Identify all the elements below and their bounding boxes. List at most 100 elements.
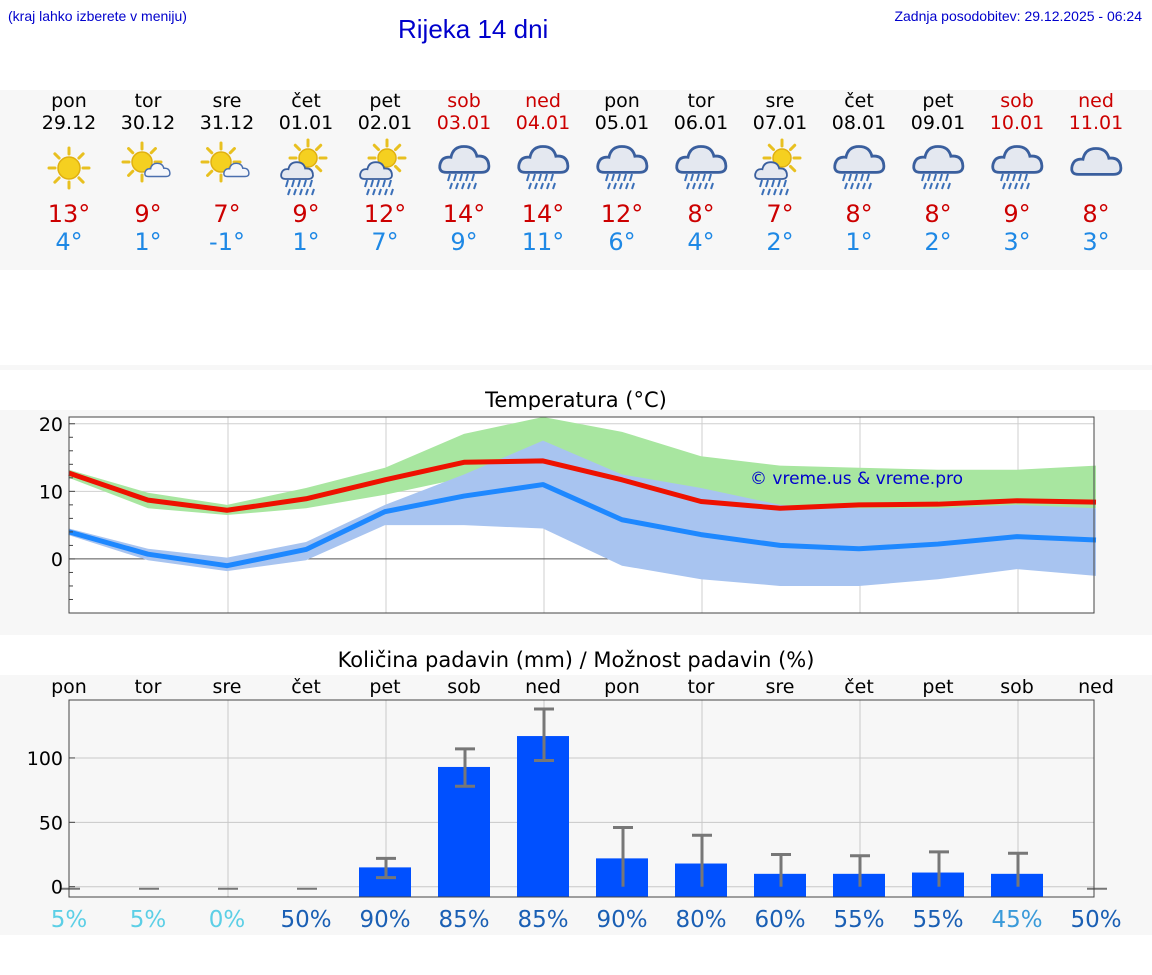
day-label: čet — [291, 676, 321, 698]
day-name: tor — [687, 90, 715, 112]
forecast-day: ned 04.01 14° 11° — [503, 90, 583, 256]
day-name: pon — [604, 90, 640, 112]
min-temp: -1° — [209, 228, 245, 256]
rain-icon — [513, 138, 573, 198]
max-temp: 8° — [1082, 200, 1110, 228]
day-label: pet — [922, 676, 953, 698]
max-temp: 12° — [363, 200, 407, 228]
y-tick-label: 0 — [51, 877, 63, 899]
max-temp: 9° — [134, 200, 162, 228]
y-tick-label: 50 — [39, 812, 63, 834]
forecast-day: čet 08.01 8° 1° — [819, 90, 899, 256]
max-temp: 12° — [600, 200, 644, 228]
max-temp: 14° — [442, 200, 486, 228]
plot-frame — [68, 416, 1095, 614]
forecast-day: tor 30.12 9° 1° — [108, 90, 188, 256]
min-temp: 1° — [292, 228, 320, 256]
day-date: 06.01 — [673, 112, 729, 134]
day-label: sre — [766, 676, 795, 698]
location-menu-hint[interactable]: (kraj lahko izberete v meniju) — [8, 8, 187, 24]
chance-label: 5% — [130, 907, 167, 933]
forecast-day: sre 07.01 7° 2° — [740, 90, 820, 256]
temperature-chart-title: Temperatura (°C) — [485, 388, 667, 412]
min-temp: 4° — [55, 228, 83, 256]
forecast-day: sre 31.12 7° -1° — [187, 90, 267, 256]
max-temp: 8° — [687, 200, 715, 228]
chance-label: 0% — [209, 907, 246, 933]
page-title: Rijeka 14 dni — [398, 14, 549, 44]
max-temp-line — [68, 458, 1097, 513]
day-label: tor — [688, 676, 715, 698]
max-temp: 7° — [213, 200, 241, 228]
day-label: ned — [1078, 676, 1114, 698]
temperature-chart: 0 10 20 © vreme.us & vreme.pro — [39, 414, 1097, 614]
forecast-day: pon 29.12 13° 4° — [29, 90, 109, 256]
forecast-row: pon 29.12 13° 4° tor 30.12 9° 1° sre 31.12 7° -1° če… — [0, 90, 1152, 270]
day-name: pet — [369, 90, 401, 112]
precipitation-chart-title: Količina padavin (mm) / Možnost padavin … — [337, 648, 815, 672]
forecast-day: ned 11.01 8° 3° — [1056, 90, 1136, 256]
plot-frame — [68, 699, 1095, 898]
precip-bar — [438, 766, 490, 897]
day-label: sob — [1000, 676, 1034, 698]
day-date: 04.01 — [515, 112, 571, 134]
day-date: 09.01 — [910, 112, 966, 134]
day-date: 01.01 — [278, 112, 334, 134]
precip-bar — [517, 736, 569, 897]
day-date: 31.12 — [199, 112, 255, 134]
rain-icon — [829, 138, 889, 198]
min-temp: 2° — [924, 228, 952, 256]
rain-icon — [434, 138, 494, 198]
day-date: 30.12 — [120, 112, 176, 134]
min-temp: 7° — [371, 228, 399, 256]
day-date: 05.01 — [594, 112, 650, 134]
day-name: čet — [291, 90, 321, 112]
forecast-day: pet 02.01 12° 7° — [345, 90, 425, 256]
max-temp: 7° — [766, 200, 794, 228]
y-tick-label: 20 — [39, 414, 63, 436]
day-label: pon — [51, 676, 87, 698]
day-name: sob — [447, 90, 481, 112]
day-name: čet — [844, 90, 874, 112]
min-temp: 1° — [845, 228, 873, 256]
max-temp: 9° — [292, 200, 320, 228]
min-temp: 4° — [687, 228, 715, 256]
forecast-day: sob 03.01 14° 9° — [424, 90, 504, 256]
forecast-day: pet 09.01 8° 2° — [898, 90, 978, 256]
divider-band — [0, 365, 1152, 370]
day-date: 29.12 — [41, 112, 97, 134]
day-label: čet — [844, 676, 874, 698]
day-label: ned — [525, 676, 561, 698]
chance-label: 55% — [912, 907, 963, 933]
chance-label: 50% — [1070, 907, 1121, 933]
day-name: tor — [134, 90, 162, 112]
day-date: 10.01 — [989, 112, 1045, 134]
y-tick-label: 0 — [51, 549, 63, 571]
forecast-day: sob 10.01 9° 3° — [977, 90, 1057, 256]
day-label: pon — [604, 676, 640, 698]
day-name: sre — [765, 90, 795, 112]
day-name: ned — [1078, 90, 1114, 112]
sun-rain-icon — [276, 138, 336, 198]
min-temp: 9° — [450, 228, 478, 256]
min-temp: 11° — [521, 228, 565, 256]
day-label: sob — [447, 676, 481, 698]
min-temp-line — [68, 482, 1097, 569]
day-date: 08.01 — [831, 112, 887, 134]
chance-label: 5% — [51, 907, 88, 933]
chance-label: 85% — [438, 907, 489, 933]
last-updated: Zadnja posodobitev: 29.12.2025 - 06:24 — [894, 8, 1142, 24]
min-temp: 2° — [766, 228, 794, 256]
day-date: 11.01 — [1068, 112, 1124, 134]
forecast-day: čet 01.01 9° 1° — [266, 90, 346, 256]
min-temp: 3° — [1082, 228, 1110, 256]
rain-icon — [592, 138, 652, 198]
chance-label: 90% — [596, 907, 647, 933]
day-name: sre — [212, 90, 242, 112]
forecast-panel — [0, 90, 1152, 270]
day-label: sre — [213, 676, 242, 698]
cloudy-icon — [1066, 138, 1126, 198]
max-temp: 8° — [924, 200, 952, 228]
day-label: tor — [135, 676, 162, 698]
y-tick-label: 10 — [39, 481, 63, 503]
